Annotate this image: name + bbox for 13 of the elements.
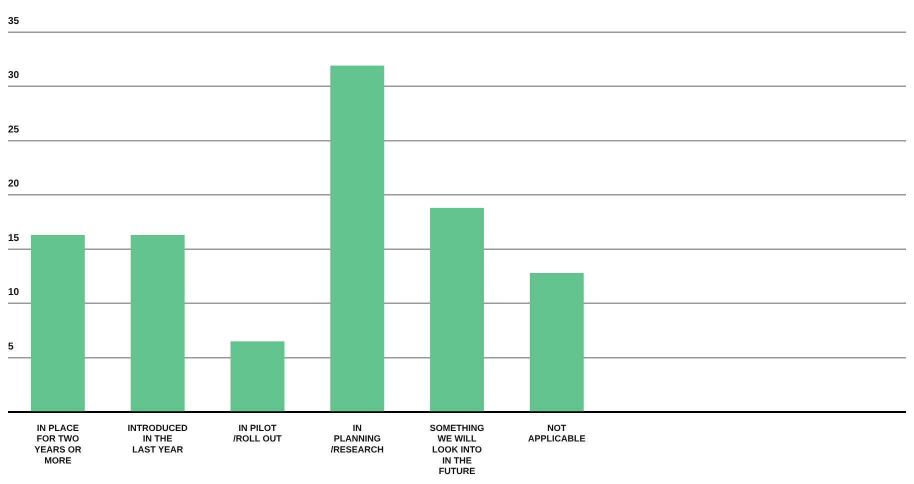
x-tick-label: NOT APPLICABLE	[528, 422, 586, 444]
x-tick-label: INTRODUCED IN THE LAST YEAR	[128, 422, 188, 454]
y-tick-label: 5	[8, 341, 14, 352]
x-tick-label: IN PILOT /ROLL OUT	[233, 422, 282, 444]
y-tick-label: 30	[8, 70, 20, 82]
x-tick-label: IN PLACE FOR TWO YEARS OR MORE	[34, 422, 82, 466]
x-tick-label: SOMETHING WE WILL LOOK INTO IN THE FUTURE	[430, 422, 484, 476]
x-tick-label: IN PLANNING /RESEARCH	[330, 422, 384, 454]
y-tick-label: 35	[8, 16, 20, 27]
y-tick-label: 10	[8, 287, 20, 298]
y-tick-label: 25	[8, 124, 20, 136]
y-tick-label: 20	[8, 178, 20, 190]
y-tick-label: 15	[8, 232, 20, 244]
